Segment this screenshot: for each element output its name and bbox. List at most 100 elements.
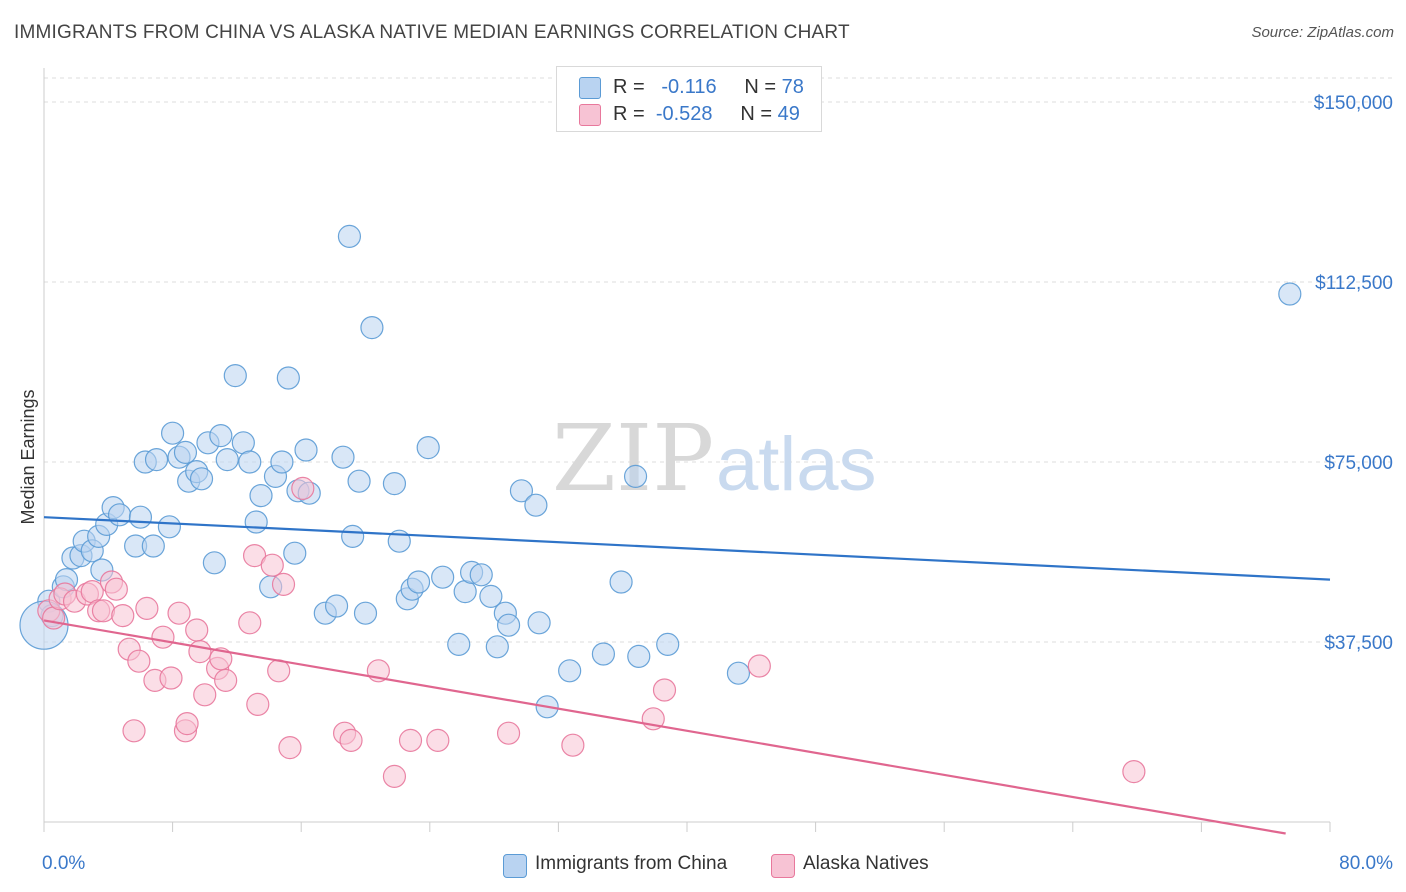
point-alaska [122,719,146,743]
legend-n-value-alaska: 49 [777,103,800,125]
point-china [173,440,198,464]
y-axis-title: Median Earnings [18,389,38,524]
point-china [347,469,371,493]
legend-swatch-alaska [579,104,601,126]
point-china [406,570,431,594]
point-china [223,364,247,388]
point-china [331,445,355,469]
point-alaska [260,553,284,577]
point-china [337,224,362,248]
point-china [283,541,307,565]
point-alaska [185,618,209,642]
point-china [215,448,239,472]
legend-label-alaska: Alaska Natives [803,853,929,874]
point-china [324,594,349,618]
point-china [558,659,582,683]
point-alaska [135,596,159,621]
point-alaska [339,728,363,753]
point-china [509,479,534,503]
legend-n-value-china: 78 [781,76,804,98]
point-china [157,515,181,539]
x-tick-label-max: 80.0% [1339,853,1393,874]
point-china [591,642,616,666]
point-china [189,467,214,491]
trend-line-alaska [43,619,1286,835]
point-alaska [291,476,315,500]
trend-lines [43,516,1331,835]
point-china [627,644,651,669]
point-alaska [1122,759,1146,784]
point-china [469,563,493,587]
point-china [107,503,132,527]
point-alaska [91,599,116,623]
legend-label-china: Immigrants from China [535,853,728,874]
point-china [244,510,268,534]
point-china [524,493,548,517]
legend-swatch-alaska [771,854,795,878]
point-china [360,316,384,340]
point-alaska [188,639,212,664]
tick-labels: $37,500 $75,000 $112,500 $150,000 0.0% 80.0% [42,93,1393,874]
point-china [276,366,300,390]
point-china [341,524,365,549]
watermark-atlas: atlas [716,422,877,507]
point-china [238,450,262,474]
point-alaska [242,543,267,568]
point-alaska [561,733,585,757]
trend-line-china [43,516,1331,581]
y-tick-label: $150,000 [1314,93,1393,114]
y-tick-label: $112,500 [1315,273,1393,294]
watermark-zip: ZIP [552,405,714,512]
point-china [209,424,233,448]
point-china [609,570,633,594]
point-alaska [238,611,262,635]
x-tick-label-min: 0.0% [42,853,85,874]
point-china [1278,282,1302,306]
y-tick-label: $75,000 [1324,453,1393,474]
point-alaska [496,721,521,745]
point-alaska [167,601,191,625]
point-alaska [193,683,217,707]
point-china [496,613,521,637]
point-alaska [151,625,175,649]
point-china [623,464,648,488]
point-china [479,584,503,609]
point-alaska [246,692,270,717]
point-china [141,534,165,558]
point-china [270,450,294,474]
point-china [527,611,551,635]
point-china [144,448,169,472]
point-china [726,661,751,685]
point-alaska [111,603,135,628]
legend-swatch-china [503,854,527,878]
point-china [656,632,680,657]
point-alaska [159,666,183,690]
legend-swatch-china [579,77,601,99]
point-china [431,565,455,589]
point-alaska [271,572,296,597]
point-alaska [398,728,423,753]
legend-r-value-alaska: -0.528 [655,103,713,125]
point-alaska [175,711,199,736]
point-china [202,551,226,575]
chart-source: Source: ZipAtlas.com [1251,24,1394,41]
legend-n-label: N = [744,76,777,98]
point-china [485,635,509,659]
chart-title: IMMIGRANTS FROM CHINA VS ALASKA NATIVE M… [14,22,850,43]
legend-r-label: R = [613,103,645,125]
point-china [353,601,378,625]
y-tick-label: $37,500 [1324,633,1393,654]
point-alaska [214,668,238,693]
point-china [382,472,407,496]
point-china [161,421,185,445]
point-alaska [652,678,677,702]
point-alaska [747,654,771,678]
legend-r-value-china: -0.116 [661,76,717,98]
axes [43,68,1331,832]
point-alaska [382,764,407,789]
point-china [416,436,440,460]
point-alaska [278,735,302,760]
point-alaska [209,647,233,671]
point-china [294,438,318,462]
